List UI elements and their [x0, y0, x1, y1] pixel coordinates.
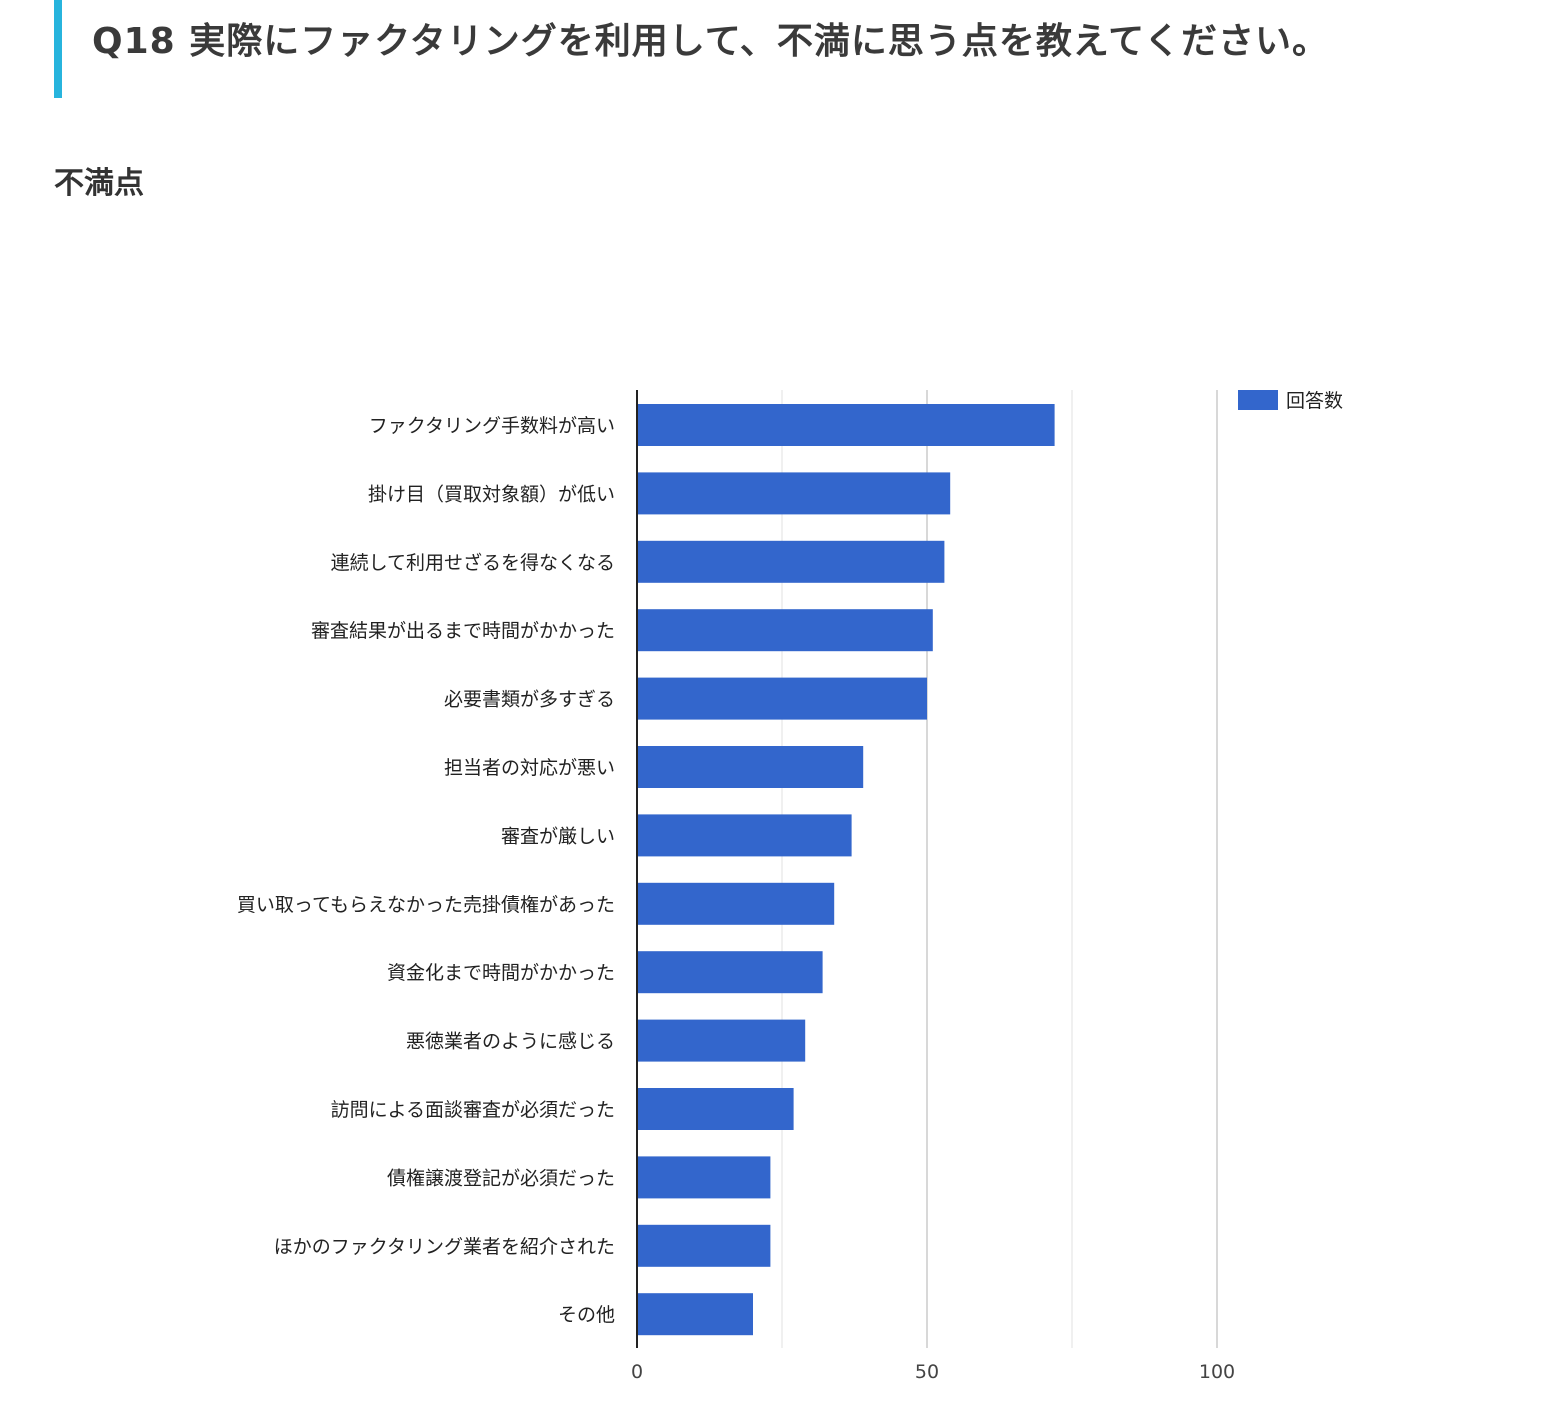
category-label-8: 資金化まで時間がかかった [387, 962, 615, 984]
category-labels: ファクタリング手数料が高い掛け目（買取対象額）が低い連続して利用せざるを得なくな… [237, 415, 615, 1326]
bar-11[interactable] [637, 1156, 771, 1199]
question-title: Q18 実際にファクタリングを利用して、不満に思う点を教えてください。 [92, 21, 1330, 62]
bar-layer [637, 404, 1055, 1336]
category-label-4: 必要書類が多すぎる [444, 689, 615, 711]
legend-label: 回答数 [1286, 390, 1343, 412]
bar-5[interactable] [637, 746, 864, 788]
category-label-7: 買い取ってもらえなかった売掛債権があった [237, 894, 615, 916]
category-label-10: 訪問による面談審査が必須だった [331, 1099, 615, 1121]
bar-7[interactable] [637, 882, 835, 925]
category-label-12: ほかのファクタリング業者を紹介された [274, 1236, 615, 1258]
x-tick-label-0: 0 [631, 1361, 643, 1383]
category-label-6: 審査が厳しい [501, 825, 615, 847]
bar-9[interactable] [637, 1019, 806, 1062]
bar-4[interactable] [637, 677, 927, 720]
x-tick-label-50: 50 [915, 1361, 939, 1383]
category-label-3: 審査結果が出るまで時間がかかった [311, 620, 615, 642]
category-label-0: ファクタリング手数料が高い [369, 415, 615, 437]
bar-10[interactable] [637, 1088, 794, 1130]
grid-layer [781, 390, 1218, 1348]
title-accent-bar [54, 0, 62, 98]
bar-13[interactable] [637, 1293, 753, 1336]
category-label-5: 担当者の対応が悪い [444, 757, 615, 779]
bar-12[interactable] [637, 1224, 771, 1267]
bar-6[interactable] [637, 814, 852, 857]
category-label-11: 債権譲渡登記が必須だった [387, 1167, 615, 1189]
section-title: 不満点 [54, 166, 144, 201]
legend[interactable]: 回答数 [1238, 390, 1343, 412]
legend-swatch [1238, 390, 1278, 410]
x-axis-ticks: 0 50 100 [631, 1361, 1235, 1383]
bar-8[interactable] [637, 951, 823, 994]
category-label-13: その他 [558, 1304, 615, 1326]
bar-3[interactable] [637, 609, 933, 652]
category-label-1: 掛け目（買取対象額）が低い [368, 483, 615, 505]
category-label-9: 悪徳業者のように感じる [406, 1031, 615, 1053]
bar-1[interactable] [637, 472, 951, 515]
bar-0[interactable] [637, 404, 1055, 446]
x-tick-label-100: 100 [1199, 1361, 1235, 1383]
category-label-2: 連続して利用せざるを得なくなる [331, 551, 615, 574]
bar-2[interactable] [637, 540, 945, 583]
